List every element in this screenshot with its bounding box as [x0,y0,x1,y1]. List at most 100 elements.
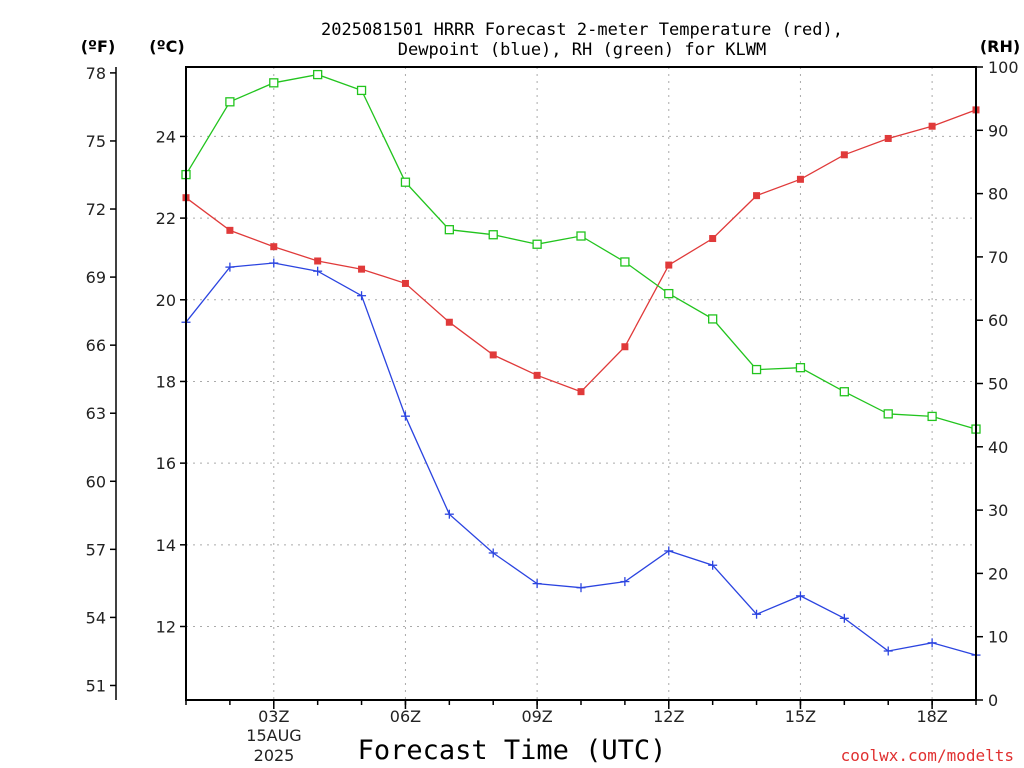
dewpoint-point [620,577,630,587]
plot-frame [185,66,977,701]
time-tick-label: 03Z [258,707,289,726]
temperature-point [840,151,848,159]
rh-point [313,69,323,80]
rh-unit-label: (RH) [980,37,1020,56]
rh-point [664,288,674,299]
time-tick-label: 09Z [521,707,552,726]
x-axis-title: Forecast Time (UTC) [358,735,667,766]
celsius-axis: 12 14 16 18 20 22 24 [156,127,186,636]
rh-tick-label: 40 [988,438,1008,457]
chart-title-line-1: 2025081501 HRRR Forecast 2-meter Tempera… [321,20,843,40]
dewpoint-point [883,646,893,656]
temperature-point [314,257,322,265]
fahrenheit-tick-label: 60 [86,472,106,491]
date-label-day: 15AUG [246,726,301,745]
temperature-point [709,235,717,243]
dewpoint-point [708,560,718,570]
celsius-tick-label: 14 [156,536,176,555]
dewpoint-point [927,638,937,648]
fahrenheit-tick-label: 51 [86,676,106,695]
rh-point [488,230,498,240]
dewpoint-point [225,262,235,272]
time-tick-label: 18Z [916,707,947,726]
rh-point [225,97,235,107]
temperature-point [665,261,673,269]
temperature-point [928,122,936,130]
fahrenheit-tick-label: 72 [86,200,106,219]
fahrenheit-tick-label: 66 [86,336,106,355]
celsius-tick-label: 16 [156,454,176,473]
fahrenheit-tick-label: 63 [86,404,106,423]
fahrenheit-tick-label: 57 [86,540,106,559]
dewpoint-point [839,613,849,623]
rh-point [532,239,542,249]
rh-point [839,387,849,397]
time-axis: 03Z 06Z 09Z 12Z 15Z 18Z [185,700,977,726]
fahrenheit-tick-label: 78 [86,64,106,83]
dewpoint-point [313,266,323,276]
dewpoint-point [576,583,586,593]
rh-axis: 0 10 20 30 40 50 60 70 80 90 100 [976,58,1019,710]
temperature-point [226,226,234,234]
dewpoint-line [185,262,977,656]
time-tick-label: 06Z [390,707,421,726]
time-tick-label: 15Z [785,707,816,726]
rh-tick-label: 0 [988,691,998,710]
fahrenheit-tick-label: 69 [86,268,106,287]
dewpoint-point [488,548,498,558]
dewpoint-point [444,509,454,519]
dewpoint-point [664,546,674,556]
temperature-line [185,109,977,393]
rh-tick-label: 80 [988,185,1008,204]
temperature-point [533,371,541,379]
rh-tick-label: 70 [988,248,1008,267]
temperature-point [753,192,761,200]
fahrenheit-tick-label: 54 [86,608,106,627]
rh-point [883,409,893,419]
rh-tick-label: 10 [988,628,1008,647]
rh-point [356,85,367,96]
time-tick-label: 12Z [653,707,684,726]
temperature-point [577,388,585,396]
temperature-point [358,265,366,273]
series-layer [181,69,981,660]
gridlines [186,67,976,700]
celsius-tick-label: 24 [156,127,176,146]
credit-text: coolwx.com/modelts [841,746,1014,765]
rh-tick-label: 60 [988,311,1008,330]
rh-tick-label: 100 [988,58,1019,77]
celsius-unit-label: (ºC) [149,37,184,56]
rh-point [927,411,937,422]
temperature-point [884,134,892,142]
temperature-point [489,351,497,359]
celsius-tick-label: 18 [156,372,176,391]
temperature-point [401,279,409,287]
date-label-year: 2025 [254,746,295,765]
rh-tick-label: 20 [988,564,1008,583]
dewpoint-point [752,609,762,619]
dewpoint-point [532,579,542,589]
fahrenheit-tick-label: 75 [86,132,106,151]
rh-point [444,225,454,235]
fahrenheit-unit-label: (ºF) [81,37,116,56]
rh-point [269,78,279,88]
temperature-point [621,343,629,351]
rh-line [185,73,977,430]
dewpoint-point [269,258,279,268]
rh-tick-label: 50 [988,375,1008,394]
rh-tick-label: 90 [988,121,1008,140]
dewpoint-point [357,291,367,301]
rh-point [400,177,411,187]
rh-point [708,314,718,324]
temperature-point [796,175,804,183]
celsius-tick-label: 20 [156,291,176,310]
celsius-tick-label: 22 [156,209,176,228]
rh-point [620,257,630,267]
rh-point [751,364,762,375]
rh-tick-label: 30 [988,501,1008,520]
fahrenheit-axis: 51 54 57 60 63 66 69 72 75 78 [86,64,116,695]
rh-point [576,231,586,241]
rh-point [795,363,806,373]
celsius-tick-label: 12 [156,617,176,636]
